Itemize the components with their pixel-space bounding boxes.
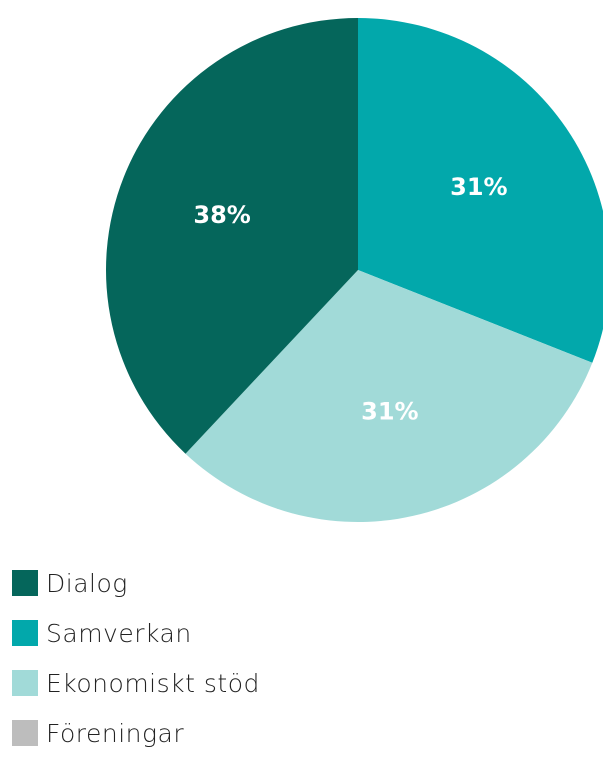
- pie-chart: 31% 31% 38%: [105, 18, 603, 523]
- legend-swatch-ekonomiskt-stod: [12, 670, 38, 696]
- legend-swatch-foreningar: [12, 720, 38, 746]
- legend-label-dialog: Dialog: [46, 568, 128, 598]
- legend-item-ekonomiskt-stod: Ekonomiskt stöd: [12, 658, 260, 708]
- legend-label-ekonomiskt-stod: Ekonomiskt stöd: [46, 668, 260, 698]
- legend-swatch-samverkan: [12, 620, 38, 646]
- pie-slice-dialog: [105, 18, 358, 454]
- legend-label-foreningar: Föreningar: [46, 718, 185, 748]
- legend-item-foreningar: Föreningar: [12, 708, 260, 758]
- data-label-ekonomiskt-st-d: 31%: [361, 398, 418, 426]
- legend-label-samverkan: Samverkan: [46, 618, 192, 648]
- legend: Dialog Samverkan Ekonomiskt stöd Förenin…: [12, 558, 260, 758]
- legend-item-dialog: Dialog: [12, 558, 260, 608]
- pie-slice-samverkan: [358, 18, 603, 363]
- legend-swatch-dialog: [12, 570, 38, 596]
- legend-item-samverkan: Samverkan: [12, 608, 260, 658]
- data-label-dialog: 38%: [193, 201, 250, 229]
- data-label-samverkan: 31%: [450, 173, 507, 201]
- pie-slice-ekonomiskt-st-d: [185, 270, 593, 523]
